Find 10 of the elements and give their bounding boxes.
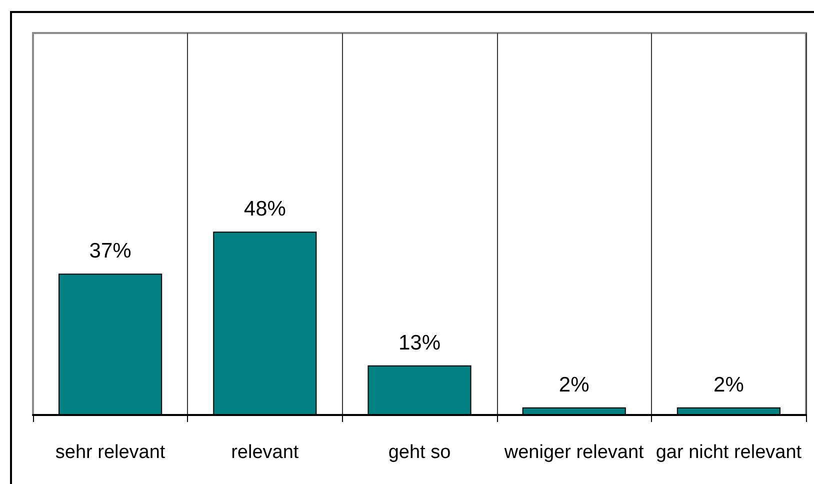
x-tick-label: weniger relevant [503, 442, 645, 463]
data-label: 2% [558, 373, 590, 396]
x-tick-label: geht so [388, 442, 451, 463]
data-label: 37% [89, 240, 132, 263]
data-label: 2% [714, 373, 744, 396]
data-label: 13% [398, 331, 441, 354]
x-tick-label: sehr relevant [55, 442, 166, 463]
data-label: 48% [244, 198, 286, 221]
x-tick-label: relevant [231, 442, 300, 463]
x-tick-label: gar nicht relevant [656, 442, 802, 463]
